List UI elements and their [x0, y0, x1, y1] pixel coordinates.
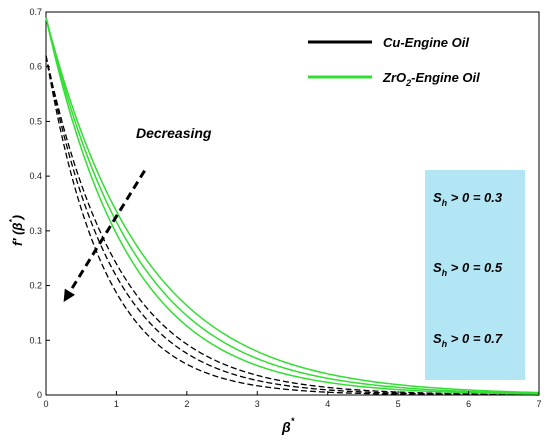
y-tick-label: 0: [37, 390, 42, 400]
x-axis-label: β*: [281, 416, 295, 435]
x-tick-label: 1: [114, 399, 119, 409]
parameter-label: Sh > 0 = 0.7: [433, 331, 503, 349]
y-tick-label: 0.2: [29, 281, 42, 291]
y-tick-label: 0.3: [29, 226, 42, 236]
series-line-cu-2: [45, 55, 539, 396]
annotation: Decreasing: [63, 125, 212, 302]
legend-label-zro2: ZrO2-Engine Oil: [382, 70, 480, 88]
parameter-box: [425, 170, 525, 380]
annotation-text: Decreasing: [136, 125, 212, 141]
axis-ticks: 0 1 2 3 4 5 6 7 0 0.1 0.2 0.3 0.4 0.5 0.6 0.7: [29, 7, 541, 409]
series-line-zro2-3: [45, 17, 540, 394]
svg-text:Sh > 0 = 0.5: Sh > 0 = 0.5: [433, 260, 503, 278]
legend-label-cu: Cu-Engine Oil: [383, 35, 469, 50]
y-tick-label: 0.6: [29, 62, 42, 72]
series-lines: [45, 17, 540, 396]
arrow-head: [63, 288, 76, 302]
y-tick-label: 0.7: [29, 7, 42, 17]
parameter-label: Sh > 0 = 0.5: [433, 260, 503, 278]
x-tick-label: 3: [255, 399, 260, 409]
annotation-arrow: [68, 169, 146, 293]
y-axis-label: f′ (β*): [8, 215, 25, 246]
x-tick-label: 2: [184, 399, 189, 409]
svg-text:Sh > 0 = 0.7: Sh > 0 = 0.7: [433, 331, 503, 349]
x-tick-label: 0: [43, 399, 48, 409]
x-tick-label: 4: [325, 399, 330, 409]
x-tick-label: 7: [536, 399, 541, 409]
svg-text:Sh > 0 = 0.3: Sh > 0 = 0.3: [433, 190, 503, 208]
x-tick-label: 6: [466, 399, 471, 409]
series-line-zro2-4: [45, 17, 540, 395]
y-tick-label: 0.1: [29, 335, 42, 345]
y-tick-label: 0.5: [29, 116, 42, 126]
y-tick-label: 0.4: [29, 171, 42, 181]
series-line-zro2-5: [45, 17, 540, 395]
legend: Cu-Engine Oil ZrO2-Engine Oil: [308, 35, 480, 88]
parameter-label: Sh > 0 = 0.3: [433, 190, 503, 208]
x-tick-label: 5: [396, 399, 401, 409]
